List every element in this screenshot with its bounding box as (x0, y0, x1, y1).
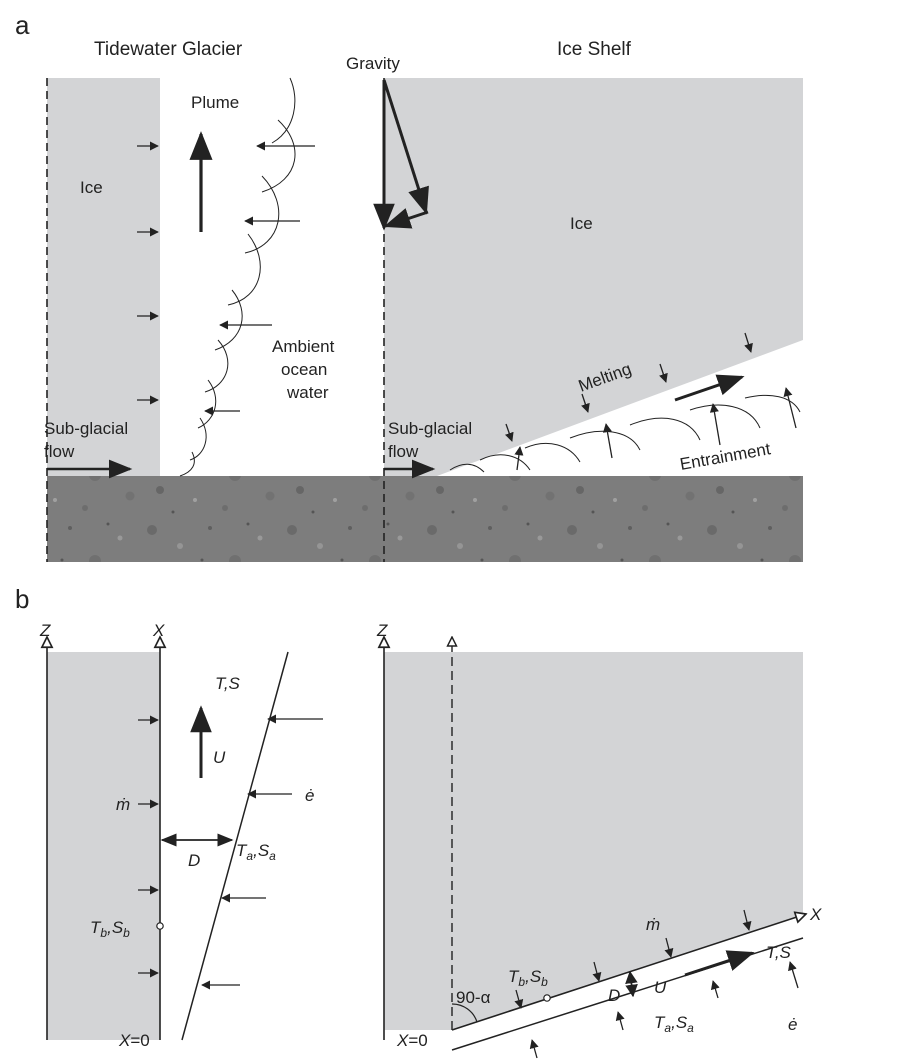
svg-text:Sub-glacial: Sub-glacial (44, 419, 128, 438)
left-tb-sb-label: Tb,Sb (90, 918, 130, 940)
left-ts-label: T,S (215, 674, 241, 693)
ambient-ocean-water-label: Ambient ocean water (272, 337, 335, 402)
right-d-label: D (608, 986, 620, 1005)
left-x-axis-label: X (152, 621, 165, 640)
ice-label-left: Ice (80, 178, 103, 197)
svg-text:water: water (286, 383, 329, 402)
right-entrainment-arrows (529, 961, 799, 1059)
left-m-dot-label: ṁ (116, 795, 130, 814)
svg-text:X=0: X=0 (118, 1031, 150, 1050)
right-angle-arc (451, 1003, 478, 1023)
svg-text:flow: flow (388, 442, 419, 461)
left-melt-arrows (138, 715, 159, 978)
subglacial-flow-label-left: Sub-glacial flow (44, 419, 128, 461)
right-m-dot-label: ṁ (646, 915, 660, 934)
svg-text:X=0: X=0 (396, 1031, 428, 1050)
svg-text:Ambient: Ambient (272, 337, 335, 356)
shelf-eddy-arcs (449, 394, 801, 473)
right-x0-label: X=0 (396, 1031, 428, 1050)
entrainment-arrows-left (204, 141, 315, 416)
seabed (47, 476, 803, 562)
tidewater-glacier-title: Tidewater Glacier (94, 39, 243, 60)
left-d-label: D (188, 851, 200, 870)
entrainment-label: Entrainment (678, 439, 772, 474)
svg-text:flow: flow (44, 442, 75, 461)
right-u-arrow (684, 950, 755, 977)
gravity-label: Gravity (346, 54, 400, 73)
left-u-label: U (213, 748, 226, 767)
right-melt-arrows (514, 909, 752, 1009)
entrainment-arrows-shelf (514, 387, 797, 471)
ice-shelf-title: Ice Shelf (557, 39, 632, 60)
gravity-vectors (373, 79, 429, 231)
left-entrainment-arrows (201, 714, 323, 990)
panel-b-letter: b (15, 584, 29, 614)
right-u-label: U (654, 978, 667, 997)
plume-label: Plume (191, 93, 239, 112)
left-boundary-point (156, 922, 164, 930)
melt-arrows-left-face (137, 141, 159, 405)
right-d-arrow (625, 970, 638, 998)
svg-text:Ta,Sa: Ta,Sa (654, 1013, 694, 1035)
right-ts-label: T,S (766, 943, 792, 962)
left-e-dot-label: ė (305, 786, 314, 805)
plume-eddy-arcs (179, 77, 296, 477)
svg-text:Tb,Sb: Tb,Sb (90, 918, 130, 940)
left-x0-label: X=0 (118, 1031, 150, 1050)
right-x-axis-label: X (809, 905, 822, 924)
left-plume-boundary (181, 651, 289, 1041)
left-z-axis-label: Z (39, 621, 51, 640)
right-z-axis-label: Z (376, 621, 388, 640)
left-schematic-ice (47, 652, 160, 1040)
right-angle-label: 90-α (456, 988, 491, 1007)
tidewater-ice-block (47, 78, 160, 476)
right-e-dot-label: ė (788, 1015, 797, 1034)
shelf-plume-flow-arrow (674, 374, 745, 402)
subglacial-flow-label-right: Sub-glacial flow (388, 419, 472, 461)
panel-a-letter: a (15, 10, 30, 40)
right-schematic-ice (384, 652, 803, 1030)
svg-text:Sub-glacial: Sub-glacial (388, 419, 472, 438)
right-tb-sb-label: Tb,Sb (508, 967, 548, 989)
right-boundary-point (543, 994, 551, 1002)
melt-arrows-shelf-base (504, 332, 753, 442)
svg-text:Ta,Sa: Ta,Sa (236, 841, 276, 863)
right-ta-sa-label: Ta,Sa (654, 1013, 694, 1035)
svg-text:Tb,Sb: Tb,Sb (508, 967, 548, 989)
left-ta-sa-label: Ta,Sa (236, 841, 276, 863)
ice-shelf-block (384, 78, 803, 476)
ice-label-right: Ice (570, 214, 593, 233)
svg-text:ocean: ocean (281, 360, 327, 379)
